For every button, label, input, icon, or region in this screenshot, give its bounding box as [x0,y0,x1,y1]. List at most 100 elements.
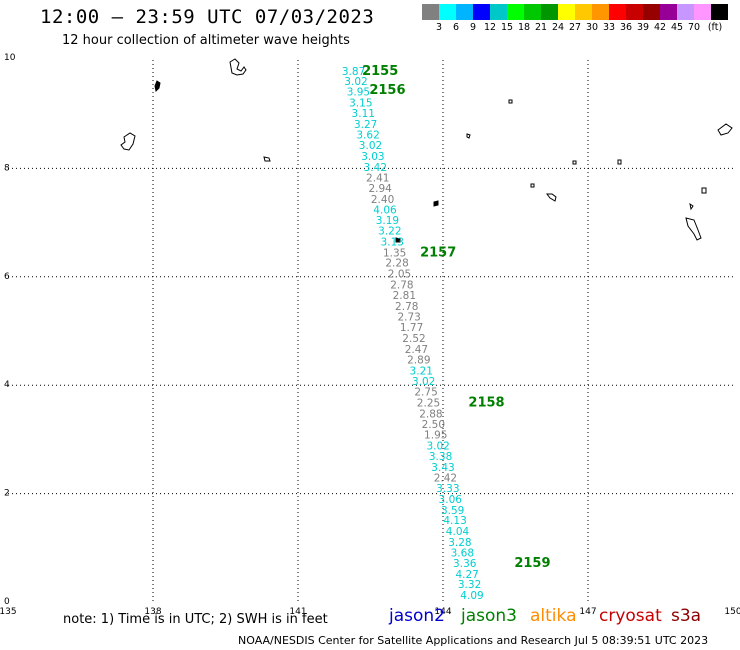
legend-swatch [711,4,728,20]
legend-swatch [541,4,558,20]
swh-value: 2.28 [385,258,408,270]
legend-swatch [643,4,660,20]
swh-value: 4.04 [446,526,470,538]
island-outline [466,133,471,139]
swh-value: 3.33 [436,483,459,495]
swh-value: 3.02 [426,440,449,452]
x-tick-label: 138 [144,607,161,617]
x-tick-label: 144 [434,607,451,617]
y-tick-label: 10 [4,53,16,63]
swh-value: 2.52 [402,333,425,345]
legend-swatch [507,4,524,20]
track-time-labels: 2155 2156 2157 2158 2159 [362,64,550,571]
satellite-label-jason2: jason2 [389,606,445,626]
x-tick-label: 147 [579,607,596,617]
legend-label: 6 [452,22,460,33]
legend-label: 30 [585,22,599,33]
swh-value: 3.95 [347,86,370,98]
land-outlines [120,58,733,243]
y-tick-label: 0 [4,597,10,607]
color-legend [422,4,728,20]
swh-value: 3.21 [410,366,433,378]
swh-value: 1.77 [400,322,423,334]
legend-label: 12 [483,22,497,33]
legend-label: 45 [670,22,684,33]
axis-tick-labels: 135 138 141 144 147 150 10 8 6 4 2 0 [0,53,740,617]
swh-value: 2.75 [414,387,437,399]
island-outline [689,202,694,211]
legend-swatch [677,4,694,20]
satellite-label-altika: altika [530,606,577,626]
legend-swatch [490,4,507,20]
swh-value: 3.03 [361,151,384,163]
island-outline [546,193,557,202]
island-outline [263,156,271,162]
legend-swatch [422,4,439,20]
swh-value: 2.25 [417,398,440,410]
track-time-label: 2155 [362,64,398,79]
swh-value: 2.73 [397,311,420,323]
swh-value: 3.42 [364,162,387,174]
island-outline [395,237,401,243]
legend-label: 18 [517,22,531,33]
swh-value: 2.88 [419,408,442,420]
island-outline [701,187,707,194]
swh-value: 3.22 [378,226,401,238]
track-time-label: 2159 [514,556,550,571]
swh-value: 3.13 [381,237,404,249]
page-title: 12:00 – 23:59 UTC 07/03/2023 [40,6,375,28]
swh-value: 4.09 [460,590,483,602]
legend-label: 42 [653,22,667,33]
swh-value: 3.02 [344,76,367,88]
island-outline [229,58,247,76]
legend-label: 3 [435,22,443,33]
legend-label: 33 [602,22,616,33]
track-time-label: 2157 [420,245,456,260]
swh-value: 4.13 [443,515,466,527]
legend-swatch [660,4,677,20]
x-tick-label: 141 [289,607,306,617]
swh-value: 3.15 [349,97,372,109]
legend-label: 36 [619,22,633,33]
island-outline [433,200,439,207]
page-subtitle: 12 hour collection of altimeter wave hei… [62,33,350,48]
swh-value: 3.02 [412,376,435,388]
legend-label: 27 [568,22,582,33]
swh-value: 3.38 [429,451,452,463]
swh-value: 3.87 [342,66,365,78]
swh-value: 2.81 [393,290,416,302]
legend-label: 15 [500,22,514,33]
legend-label: 39 [636,22,650,33]
legend-swatch [575,4,592,20]
y-tick-label: 8 [4,163,10,173]
swh-value: 2.41 [366,173,389,185]
satellite-label-cryosat: cryosat [599,606,662,626]
swh-value: 4.06 [373,205,397,217]
island-outline [120,132,136,151]
satellite-label-s3a: s3a [671,606,702,626]
track-time-label: 2158 [468,396,504,411]
swh-value: 2.78 [395,301,418,313]
swh-value: 4.27 [455,569,478,581]
legend-swatch [592,4,609,20]
altimeter-track: 3.873.023.953.153.113.273.623.023.033.42… [342,66,484,602]
swh-value: 1.95 [424,430,447,442]
x-tick-label: 135 [0,607,17,617]
legend-swatch [609,4,626,20]
legend-label: 9 [469,22,477,33]
island-outline [617,159,622,165]
island-outline [530,183,535,188]
legend-swatch [694,4,711,20]
swh-value: 3.59 [441,505,464,517]
swh-value: 3.02 [359,140,382,152]
legend-swatch [524,4,541,20]
swh-value: 2.50 [422,419,445,431]
swh-value: 2.42 [434,472,457,484]
swh-value: 1.35 [383,247,406,259]
swh-value: 2.94 [368,183,392,195]
legend-label: 24 [551,22,565,33]
island-outline [572,160,577,165]
map-grid [8,60,733,602]
y-tick-label: 6 [4,272,10,282]
